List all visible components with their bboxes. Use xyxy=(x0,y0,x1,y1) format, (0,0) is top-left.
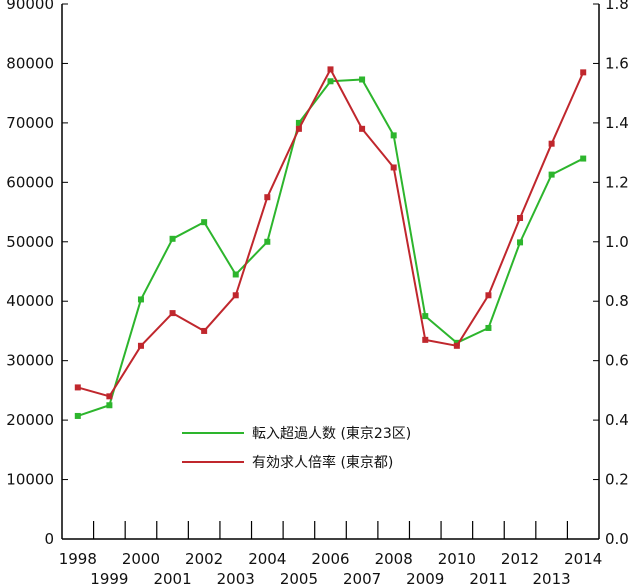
series-2-marker xyxy=(264,194,271,201)
series-2-marker xyxy=(517,215,524,221)
x-tick-label: 2008 xyxy=(375,550,413,568)
x-tick-label: 2000 xyxy=(122,550,160,568)
series-2-marker xyxy=(232,292,239,299)
chart-legend: 転入超過人数 (東京23区) 有効求人倍率 (東京都) xyxy=(182,426,411,471)
left-y-tick-label: 10000 xyxy=(6,471,54,489)
series-1-marker xyxy=(106,402,113,409)
right-y-tick-label: 0.6 xyxy=(605,352,629,370)
right-y-tick-label: 1.2 xyxy=(605,173,629,191)
x-tick-label: 2003 xyxy=(217,570,255,585)
legend-label-1: 転入超過人数 (東京23区) xyxy=(252,426,411,442)
series-2-marker xyxy=(422,336,429,343)
series-2-marker xyxy=(390,164,397,171)
series-1-marker xyxy=(201,219,208,226)
series-1-marker xyxy=(74,412,81,419)
x-tick-label: 2004 xyxy=(248,550,286,568)
x-tick-label: 2012 xyxy=(501,550,539,568)
left-y-tick-label: 30000 xyxy=(6,352,54,370)
left-y-tick-label: 90000 xyxy=(6,0,54,13)
series-1-marker xyxy=(169,235,176,242)
chart-series-layer xyxy=(74,66,587,419)
series-1-marker xyxy=(485,324,492,331)
chart-axes: 0 10000 20000 30000 40000 50000 60000 70000 8000… xyxy=(6,0,629,585)
series-1-marker xyxy=(137,296,144,303)
right-y-tick-label: 1.6 xyxy=(605,54,629,72)
left-y-tick-label: 40000 xyxy=(6,292,54,310)
legend-label-2: 有効求人倍率 (東京都) xyxy=(252,454,393,471)
series-2-marker xyxy=(327,66,334,73)
series-1-marker xyxy=(580,155,587,162)
left-y-tick-label: 50000 xyxy=(6,233,54,251)
series-2-marker xyxy=(548,140,555,147)
series-2-marker xyxy=(453,342,460,349)
series-1-marker xyxy=(390,132,397,139)
right-y-tick-label: 0.8 xyxy=(605,292,629,310)
series-2-marker xyxy=(74,384,81,391)
series-2-marker xyxy=(137,342,144,349)
right-y-tick-label: 0.2 xyxy=(605,471,629,489)
right-y-tick-label: 0.4 xyxy=(605,411,629,429)
series-1-marker xyxy=(548,171,555,178)
series-1-marker xyxy=(295,119,302,126)
series-2-marker xyxy=(201,327,208,334)
x-tick-label: 2007 xyxy=(343,570,381,585)
x-tick-label: 2010 xyxy=(438,550,476,568)
right-y-tick-label: 0.0 xyxy=(605,530,629,548)
series-2-marker xyxy=(106,393,113,400)
left-y-tick-label: 70000 xyxy=(6,114,54,132)
left-y-tick-label: 80000 xyxy=(6,54,54,72)
series-2-marker xyxy=(295,125,302,132)
x-tick-label: 2014 xyxy=(564,550,602,568)
series-2-marker xyxy=(359,125,366,132)
right-y-tick-label: 1.8 xyxy=(605,0,629,13)
x-tick-label: 2002 xyxy=(185,550,223,568)
x-tick-label: 2006 xyxy=(311,550,349,568)
x-tick-label: 1998 xyxy=(59,550,97,568)
left-y-tick-label: 60000 xyxy=(6,173,54,191)
series-1-marker xyxy=(422,313,429,320)
x-tick-label: 2013 xyxy=(533,570,571,585)
series-2-marker xyxy=(169,310,176,317)
series-1-marker xyxy=(327,78,334,85)
series-1-marker xyxy=(264,238,271,245)
x-tick-label: 2001 xyxy=(153,570,191,585)
series-1-marker xyxy=(359,76,366,83)
right-y-tick-label: 1.0 xyxy=(605,233,629,251)
left-y-tick-label: 0 xyxy=(44,530,54,548)
x-tick-label: 2011 xyxy=(469,570,507,585)
right-y-tick-label: 1.4 xyxy=(605,114,629,132)
x-tick-label: 1999 xyxy=(90,570,128,585)
series-2-marker xyxy=(485,292,492,299)
x-tick-label: 2009 xyxy=(406,570,444,585)
left-y-tick-label: 20000 xyxy=(6,411,54,429)
series-line-2 xyxy=(77,68,585,398)
x-tick-label: 2005 xyxy=(280,570,318,585)
series-1-marker xyxy=(232,271,239,278)
series-1-marker xyxy=(517,239,524,246)
series-2-marker xyxy=(580,69,587,76)
